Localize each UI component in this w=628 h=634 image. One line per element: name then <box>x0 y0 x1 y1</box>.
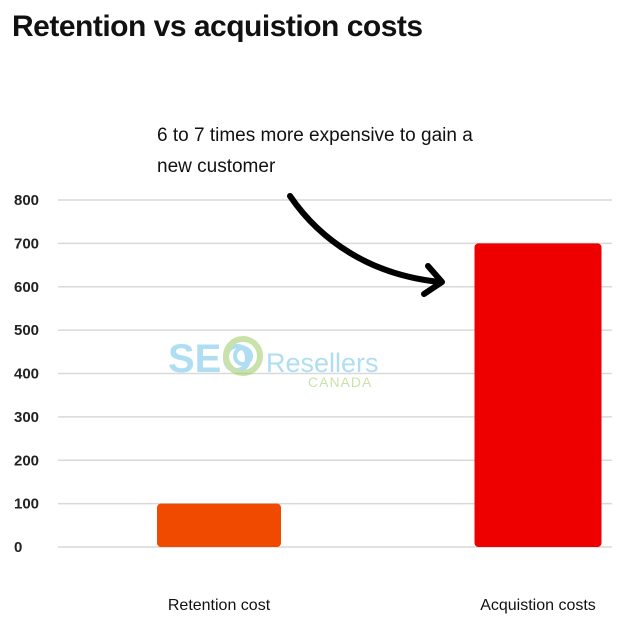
bar-acquisition-costs <box>474 243 602 547</box>
y-tick-label: 200 <box>14 452 39 469</box>
bars <box>157 243 602 547</box>
bar-retention-cost <box>157 503 281 547</box>
watermark-logo: SEO Resellers CANADA <box>168 336 379 390</box>
y-tick-label: 700 <box>14 235 39 252</box>
x-category-label: Acquistion costs <box>480 597 596 614</box>
y-tick-label: 500 <box>14 322 39 339</box>
x-category-label: Retention cost <box>168 597 271 614</box>
watermark-country: CANADA <box>308 374 372 390</box>
chart-annotation: 6 to 7 times more expensive to gain a ne… <box>157 125 473 177</box>
y-tick-label: 300 <box>14 409 39 426</box>
chart-title: Retention vs acquistion costs <box>12 10 423 43</box>
seo-swirl-logo-icon <box>223 336 263 376</box>
y-axis-ticks: 0 100 200 300 400 500 600 700 800 <box>14 192 39 556</box>
y-tick-label: 800 <box>14 192 39 209</box>
y-tick-label: 400 <box>14 366 39 383</box>
y-tick-label: 600 <box>14 279 39 296</box>
x-axis-categories: Retention cost Acquistion costs <box>168 597 596 614</box>
y-tick-label: 0 <box>14 539 22 556</box>
y-tick-label: 100 <box>14 496 39 513</box>
watermark-sub: Resellers <box>266 348 379 378</box>
arrow-icon <box>287 193 445 297</box>
